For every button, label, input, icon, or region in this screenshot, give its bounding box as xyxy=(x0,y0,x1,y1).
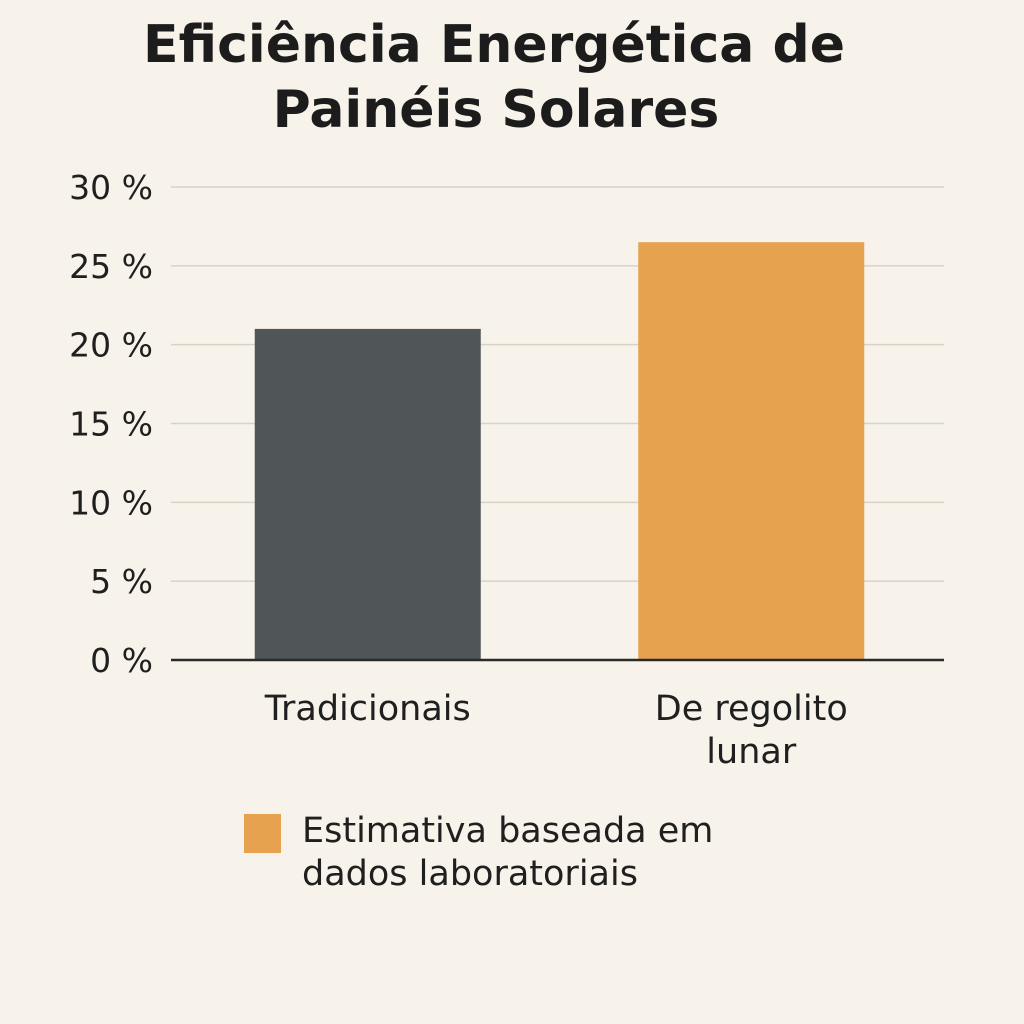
x-category-label: lunar xyxy=(706,732,797,772)
y-tick-label: 30 % xyxy=(69,168,153,207)
legend-label-line-1: Estimativa baseada em xyxy=(302,811,713,851)
y-tick-label: 15 % xyxy=(69,405,153,444)
chart-title-line-1: Eficiência Energética de xyxy=(143,15,845,75)
y-tick-label: 10 % xyxy=(69,483,153,522)
legend-swatch xyxy=(244,814,281,853)
bar-2 xyxy=(638,242,865,660)
y-tick-label: 0 % xyxy=(90,641,153,680)
x-category-label: De regolito xyxy=(655,689,848,729)
chart-title-line-2: Painéis Solares xyxy=(273,80,720,140)
bar-1 xyxy=(254,328,481,660)
y-tick-label: 5 % xyxy=(90,562,153,601)
y-tick-label: 20 % xyxy=(69,326,153,365)
y-axis-ticks: 0 % 5 % 10 % 15 % 20 % 25 % 30 % xyxy=(69,168,153,680)
legend: Estimativa baseada em dados laboratoriai… xyxy=(244,811,713,894)
x-category-label: Tradicionais xyxy=(264,689,471,729)
bars xyxy=(254,242,865,660)
legend-label-line-2: dados laboratoriais xyxy=(302,854,638,894)
y-tick-label: 25 % xyxy=(69,247,153,286)
